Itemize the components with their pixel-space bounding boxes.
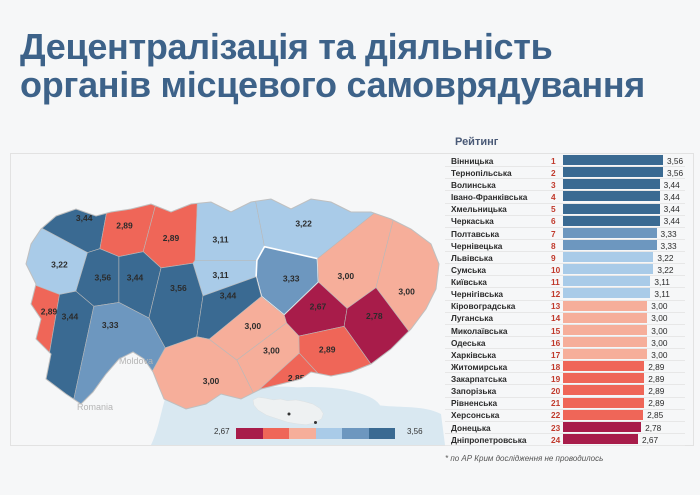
svg-text:3,44: 3,44 xyxy=(127,273,144,283)
svg-text:3,00: 3,00 xyxy=(245,321,262,331)
svg-text:3,00: 3,00 xyxy=(398,287,415,297)
svg-text:3,00: 3,00 xyxy=(338,271,355,281)
svg-text:2,89: 2,89 xyxy=(116,220,133,230)
svg-text:3,56: 3,56 xyxy=(95,273,112,283)
svg-text:3,11: 3,11 xyxy=(213,270,229,280)
svg-text:3,44: 3,44 xyxy=(62,312,79,322)
svg-text:3,22: 3,22 xyxy=(51,260,68,270)
svg-text:3,56: 3,56 xyxy=(170,283,187,293)
svg-text:3,22: 3,22 xyxy=(295,219,312,229)
svg-text:3,33: 3,33 xyxy=(283,274,300,284)
svg-text:3,00: 3,00 xyxy=(263,346,280,356)
svg-text:2,89: 2,89 xyxy=(163,233,180,243)
svg-text:2,89: 2,89 xyxy=(319,344,336,354)
svg-text:2,78: 2,78 xyxy=(366,311,383,321)
svg-text:3,44: 3,44 xyxy=(220,291,237,301)
svg-text:3,11: 3,11 xyxy=(213,235,229,245)
svg-text:2,67: 2,67 xyxy=(310,302,327,312)
svg-text:3,33: 3,33 xyxy=(102,320,119,330)
svg-text:3,00: 3,00 xyxy=(203,376,220,386)
svg-text:2,89: 2,89 xyxy=(41,307,58,317)
